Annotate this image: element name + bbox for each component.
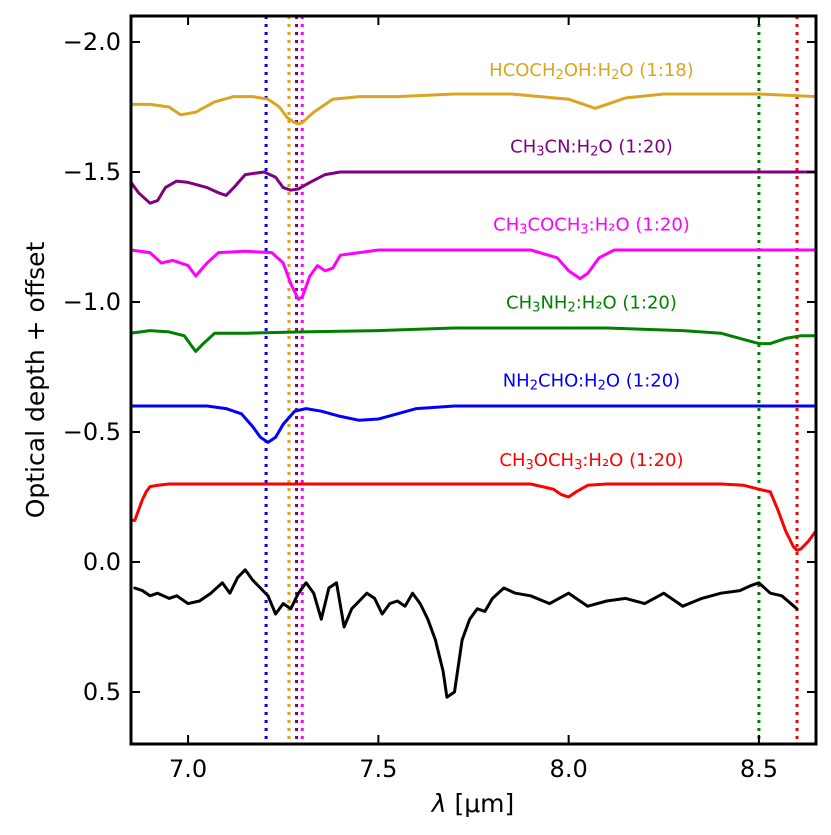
x-axis-label: λ [μm] xyxy=(430,789,515,818)
y-axis-label: Optical depth + offset xyxy=(21,242,50,519)
x-tick-label: 7.0 xyxy=(169,755,207,783)
series-label-1: CH3CN:H2O (1:20) xyxy=(510,137,673,160)
spectra-series xyxy=(131,92,816,699)
series-line-1 xyxy=(131,482,816,552)
x-tick-label: 8.5 xyxy=(740,755,778,783)
plot-frame xyxy=(129,14,818,746)
series-line-2 xyxy=(131,404,816,444)
series-label-2: CH3COCH3:H₂O (1:20) xyxy=(493,215,690,238)
series-line-3 xyxy=(131,326,816,353)
y-tick-label: 0.5 xyxy=(83,678,121,706)
x-tick-label: 8.0 xyxy=(550,755,588,783)
y-tick-label: −2.0 xyxy=(63,28,121,56)
series-line-4 xyxy=(131,248,816,301)
series-label-0: HCOCH2OH:H2O (1:18) xyxy=(489,60,694,83)
axis-ticks: 7.0 7.5 8.0 8.5 −2.0 −1.5 −1.0 −0.5 0.0 0.5 xyxy=(63,16,816,783)
y-tick-label: −1.5 xyxy=(63,158,121,186)
reference-lines xyxy=(264,16,799,744)
y-tick-label: 0.0 xyxy=(83,548,121,576)
series-label-3: CH3NH2:H₂O (1:20) xyxy=(506,293,677,316)
series-label-4: NH2CHO:H2O (1:20) xyxy=(503,371,680,394)
x-tick-label: 7.5 xyxy=(359,755,397,783)
series-line-5 xyxy=(131,170,816,205)
y-tick-label: −1.0 xyxy=(63,288,121,316)
series-labels: HCOCH2OH:H2O (1:18) CH3CN:H2O (1:20) CH3CO… xyxy=(489,60,694,473)
series-label-5: CH3OCH3:H₂O (1:20) xyxy=(499,450,683,473)
y-tick-label: −0.5 xyxy=(63,418,121,446)
series-line-0 xyxy=(133,568,799,699)
series-line-6 xyxy=(131,92,816,126)
